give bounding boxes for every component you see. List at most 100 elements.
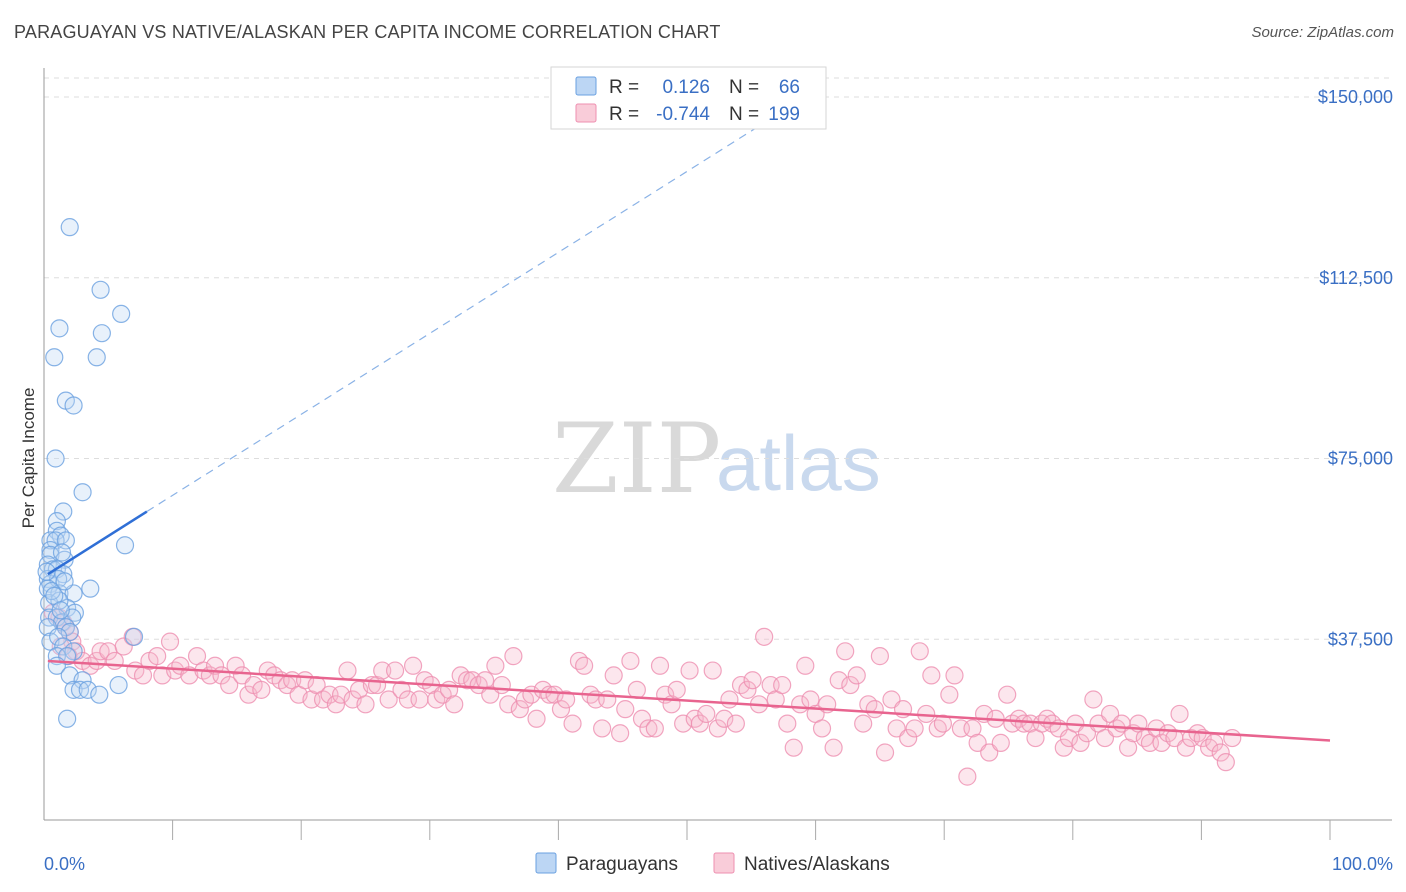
natives-point-62 xyxy=(410,690,429,709)
natives-point-131 xyxy=(812,719,832,738)
paraguayans-trend-extension xyxy=(146,106,791,513)
natives-trend-line xyxy=(47,659,1331,742)
y-axis-label: Per Capita Income xyxy=(19,388,38,529)
natives-point-87 xyxy=(557,690,576,709)
natives-point-201 xyxy=(1216,753,1235,772)
natives-point-106 xyxy=(667,680,686,699)
paraguayans-point-18 xyxy=(115,536,135,555)
paraguayans-point-9 xyxy=(46,449,65,468)
axes xyxy=(43,68,1392,840)
natives-point-77 xyxy=(499,695,518,714)
natives-point-90 xyxy=(575,656,594,675)
natives-point-178 xyxy=(1084,690,1103,709)
natives-point-151 xyxy=(928,719,947,738)
paraguayans-point-8 xyxy=(64,396,83,415)
legend-r-value-1: 0.126 xyxy=(662,77,710,98)
natives-point-99 xyxy=(627,680,646,699)
natives-point-111 xyxy=(697,704,716,724)
natives-point-88 xyxy=(563,714,582,733)
natives-point-75 xyxy=(486,656,505,675)
paraguayans-point-45 xyxy=(124,627,144,646)
paraguayans-point-11 xyxy=(54,502,73,521)
natives-point-121 xyxy=(755,627,774,646)
natives-point-156 xyxy=(958,767,977,786)
paraguayans-point-55 xyxy=(70,680,90,699)
natives-point-58 xyxy=(385,661,405,680)
paraguayans-point-4 xyxy=(92,324,111,343)
paraguayans-point-3 xyxy=(50,319,69,338)
natives-point-96 xyxy=(611,724,630,743)
natives-point-136 xyxy=(841,675,860,695)
legend-r-label-1: R = xyxy=(609,77,639,98)
legend-r-value-2: -0.744 xyxy=(656,104,710,125)
natives-point-118 xyxy=(738,680,757,699)
natives-point-101 xyxy=(639,719,658,738)
natives-point-138 xyxy=(854,714,873,733)
natives-point-135 xyxy=(836,642,855,661)
natives-point-50 xyxy=(338,661,357,680)
natives-point-200 xyxy=(1211,743,1230,762)
natives-point-148 xyxy=(910,642,929,661)
natives-point-89 xyxy=(569,651,589,671)
natives-point-154 xyxy=(945,666,964,685)
natives-point-36 xyxy=(252,680,271,699)
natives-point-110 xyxy=(690,714,709,733)
paraguayans-point-19 xyxy=(41,540,60,560)
natives-point-94 xyxy=(598,690,617,709)
natives-point-133 xyxy=(824,738,843,757)
paraguayans-point-5 xyxy=(45,348,64,367)
natives-point-103 xyxy=(650,656,670,675)
bottom-legend-swatch-paraguayans xyxy=(535,852,557,874)
natives-point-86 xyxy=(551,700,571,719)
natives-point-32 xyxy=(226,656,245,675)
natives-point-198 xyxy=(1200,738,1219,757)
y-tick-label-1: $75,000 xyxy=(1328,449,1393,469)
trend-lines xyxy=(47,106,1331,742)
natives-point-150 xyxy=(922,666,941,685)
bottom-legend-swatch-natives xyxy=(713,852,735,874)
legend-swatch-natives xyxy=(575,103,597,123)
natives-point-70 xyxy=(457,671,477,690)
bottom-legend-label-paraguayans: Paraguayans xyxy=(566,854,678,875)
y-tick-label-3: $150,000 xyxy=(1318,87,1393,107)
natives-point-12 xyxy=(91,642,110,661)
chart-title: PARAGUAYAN VS NATIVE/ALASKAN PER CAPITA … xyxy=(14,22,721,42)
natives-point-184 xyxy=(1118,738,1138,757)
natives-point-202 xyxy=(1223,728,1242,748)
paraguayans-point-30 xyxy=(81,579,100,598)
natives-point-162 xyxy=(991,733,1010,752)
legend-swatch-paraguayans xyxy=(575,76,597,96)
natives-point-68 xyxy=(445,695,464,714)
paraguayans-point-61 xyxy=(52,543,72,562)
natives-point-48 xyxy=(326,695,346,714)
paraguayans-point-60 xyxy=(42,581,61,601)
natives-point-76 xyxy=(492,675,511,695)
paraguayans-trend-line xyxy=(47,510,148,576)
natives-point-114 xyxy=(715,709,734,728)
series-paraguayans xyxy=(37,218,144,728)
natives-point-22 xyxy=(160,632,180,651)
legend-n-label-2: N = xyxy=(729,104,759,125)
natives-point-140 xyxy=(865,700,884,719)
natives-point-82 xyxy=(527,709,546,728)
natives-point-100 xyxy=(632,709,652,728)
natives-point-147 xyxy=(905,719,924,738)
paraguayans-point-44 xyxy=(49,627,68,646)
paraguayans-point-17 xyxy=(56,531,75,550)
natives-point-146 xyxy=(899,728,918,748)
natives-point-134 xyxy=(829,671,848,690)
series-natives-alaskans xyxy=(43,603,1242,786)
natives-point-126 xyxy=(784,738,803,757)
series-legend: Paraguayans Natives/Alaskans xyxy=(535,852,890,875)
natives-point-124 xyxy=(773,675,792,695)
paraguayans-point-0 xyxy=(60,218,79,237)
paraguayans-point-56 xyxy=(78,680,97,699)
natives-point-78 xyxy=(504,647,523,666)
natives-point-153 xyxy=(940,685,959,704)
paraguayans-point-35 xyxy=(65,603,84,622)
paraguayans-point-10 xyxy=(73,483,92,502)
natives-point-95 xyxy=(604,666,623,685)
paraguayans-point-59 xyxy=(50,591,69,610)
natives-point-56 xyxy=(373,661,392,680)
